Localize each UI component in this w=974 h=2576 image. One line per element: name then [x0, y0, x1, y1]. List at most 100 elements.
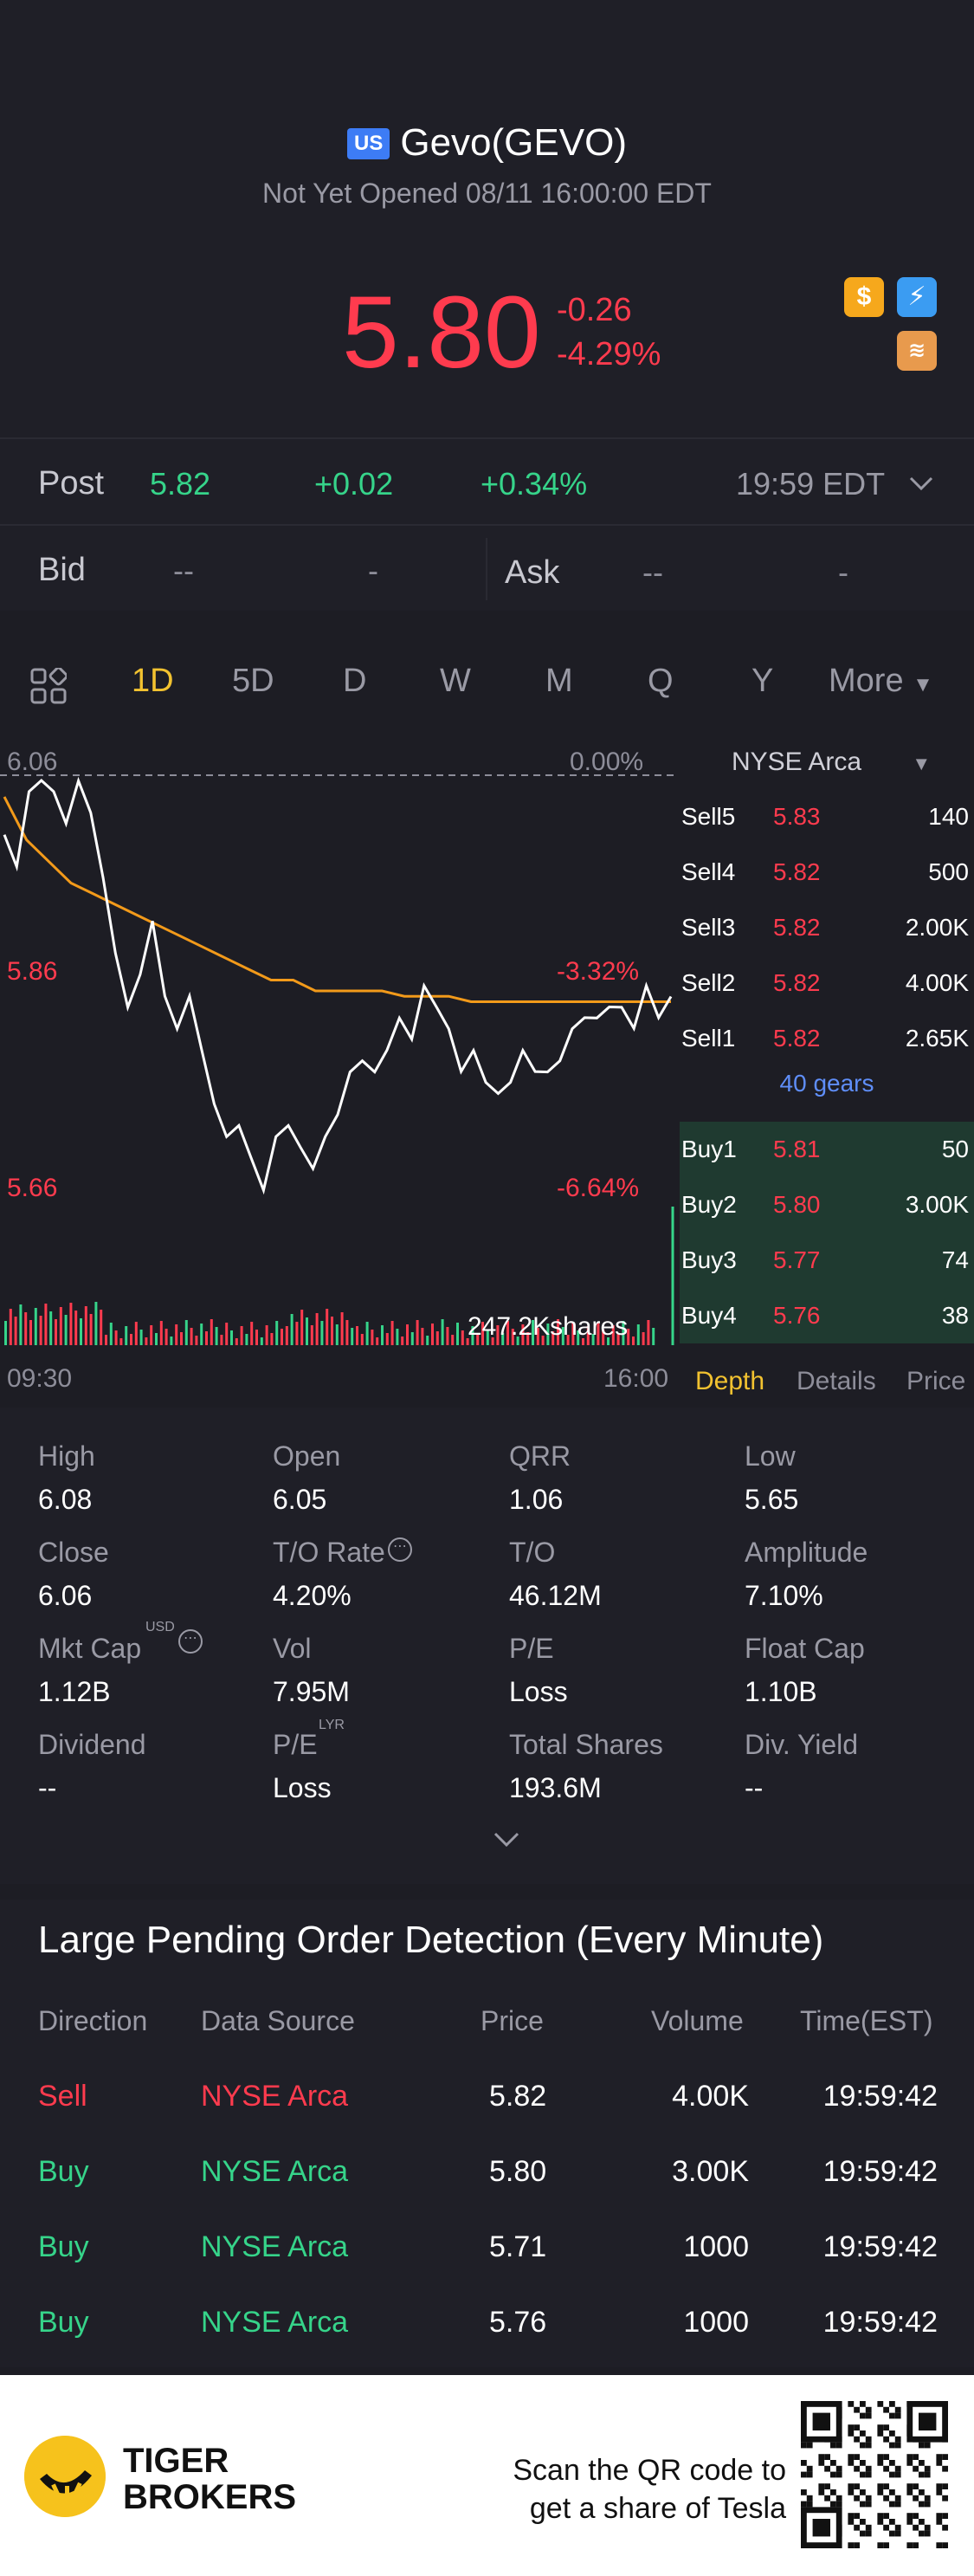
- volume-bar: [591, 1334, 595, 1345]
- depth-price: 5.76: [773, 1302, 821, 1329]
- buy-row[interactable]: Buy1 5.81 50: [680, 1122, 974, 1177]
- volume-bar: [396, 1329, 399, 1345]
- volume-bar: [642, 1332, 645, 1345]
- volume-bar: [516, 1337, 519, 1345]
- order-direction: Buy: [38, 2306, 89, 2339]
- volume-bar: [320, 1321, 324, 1345]
- stat-label: Total Shares: [509, 1729, 663, 1760]
- price-change-percent: -4.29%: [557, 336, 661, 372]
- stat-label: Float Cap: [745, 1633, 865, 1664]
- tab-q[interactable]: Q: [648, 663, 674, 699]
- tab-m[interactable]: M: [545, 663, 573, 699]
- sell-row[interactable]: Sell2 5.82 4.00K: [680, 955, 974, 1011]
- tab-d[interactable]: D: [343, 663, 367, 699]
- tab-price[interactable]: Price: [906, 1367, 966, 1395]
- depth-price: 5.83: [773, 803, 821, 830]
- caret-down-icon: ▼: [912, 753, 932, 774]
- sell-row[interactable]: Sell3 5.82 2.00K: [680, 900, 974, 955]
- volume-bar: [210, 1319, 213, 1345]
- bid-ask-row: Bid -- - Ask -- -: [0, 524, 974, 611]
- depth-qty: 2.00K: [905, 914, 969, 941]
- order-direction: Sell: [38, 2080, 87, 2113]
- volume-bar: [566, 1335, 570, 1345]
- volume-bar: [190, 1328, 193, 1345]
- tab-y[interactable]: Y: [751, 663, 774, 699]
- bid-price: --: [173, 553, 194, 588]
- info-icon[interactable]: ⋯: [178, 1629, 203, 1654]
- divider: [486, 538, 487, 600]
- gears-link[interactable]: 40 gears: [779, 1070, 874, 1097]
- stat-value: 6.06: [38, 1580, 93, 1611]
- tab-5d[interactable]: 5D: [232, 663, 274, 699]
- post-time[interactable]: 19:59 EDT: [736, 466, 886, 502]
- volume-bar: [240, 1326, 243, 1345]
- stat-label: Div. Yield: [745, 1729, 859, 1760]
- volume-bar: [451, 1335, 455, 1345]
- header-direction: Direction: [38, 2005, 148, 2036]
- post-change-percent: +0.34%: [481, 466, 588, 502]
- post-market-row: Post 5.82 +0.02 +0.34% 19:59 EDT: [0, 437, 974, 524]
- volume-bar: [310, 1325, 313, 1345]
- volume-bar: [29, 1320, 32, 1345]
- volume-bar: [471, 1326, 474, 1345]
- expand-chevron-icon[interactable]: [493, 1832, 519, 1852]
- order-time: 19:59:42: [822, 2230, 938, 2263]
- depth-qty: 140: [928, 803, 969, 830]
- volume-bar: [265, 1325, 268, 1345]
- buy-row[interactable]: Buy4 5.76 38: [680, 1288, 974, 1343]
- promo-footer: TIGER BROKERS Scan the QR code to get a …: [0, 2375, 974, 2576]
- volume-bar: [410, 1332, 414, 1345]
- y-label-bottom: 5.66: [7, 1174, 58, 1202]
- stat-value: 1.06: [509, 1484, 564, 1515]
- volume-bar: [84, 1306, 87, 1345]
- tab-1d[interactable]: 1D: [132, 663, 174, 699]
- volume-bar: [139, 1330, 143, 1345]
- volume-bar: [44, 1304, 48, 1345]
- chevron-down-icon[interactable]: [909, 476, 933, 491]
- info-icon[interactable]: ⋯: [388, 1537, 412, 1562]
- tab-w[interactable]: W: [440, 663, 471, 699]
- volume-bar: [255, 1330, 258, 1345]
- sell-row[interactable]: Sell4 5.82 500: [680, 845, 974, 900]
- sell-row[interactable]: Sell1 5.82 2.65K: [680, 1011, 974, 1066]
- volume-bar: [501, 1333, 505, 1345]
- flash-icon[interactable]: ⚡: [897, 277, 937, 317]
- exchange-selector[interactable]: NYSE Arca ▼: [732, 748, 932, 776]
- tab-depth[interactable]: Depth: [695, 1367, 765, 1395]
- header-price: Price: [481, 2005, 544, 2036]
- intraday-chart[interactable]: 6.06 0.00% 5.86 -3.32% 5.66 -6.64% 247.2…: [0, 739, 675, 1393]
- sell-row[interactable]: Sell5 5.83 140: [680, 789, 974, 845]
- volume-bar: [345, 1320, 349, 1345]
- grid-icon[interactable]: [30, 668, 67, 704]
- volume-bar: [481, 1322, 484, 1345]
- volume-bar: [390, 1321, 394, 1345]
- volume-bar: [184, 1320, 188, 1345]
- lyr-sup: LYR: [319, 1718, 345, 1732]
- volume-bar: [360, 1334, 364, 1345]
- volume-bar: [571, 1323, 575, 1345]
- volume-bar: [80, 1318, 82, 1345]
- volume-bar: [607, 1337, 610, 1345]
- ask-label: Ask: [505, 554, 560, 591]
- volume-bar: [64, 1315, 68, 1345]
- buy-row[interactable]: Buy2 5.80 3.00K: [680, 1177, 974, 1233]
- volume-bar: [250, 1322, 254, 1345]
- stat-label: Amplitude: [745, 1537, 868, 1568]
- depth-tabs: Depth Details Price: [680, 1367, 974, 1410]
- caret-down-icon: ▼: [913, 673, 933, 696]
- buy-row[interactable]: Buy3 5.77 74: [680, 1233, 974, 1288]
- volume-bar: [89, 1314, 93, 1345]
- stat-value: 46.12M: [509, 1580, 602, 1611]
- order-volume: 3.00K: [672, 2155, 749, 2188]
- order-price: 5.76: [489, 2306, 547, 2339]
- tab-details[interactable]: Details: [797, 1367, 876, 1395]
- volume-bar: [340, 1312, 344, 1345]
- stack-icon[interactable]: ≋: [897, 331, 937, 371]
- volume-bar: [652, 1328, 655, 1345]
- tab-more[interactable]: More ▼: [829, 663, 933, 699]
- dollar-icon[interactable]: $: [844, 277, 884, 317]
- volume-bar: [285, 1326, 288, 1345]
- order-volume: 1000: [683, 2306, 749, 2339]
- stat-value: Loss: [509, 1676, 568, 1707]
- volume-bar: [486, 1330, 489, 1345]
